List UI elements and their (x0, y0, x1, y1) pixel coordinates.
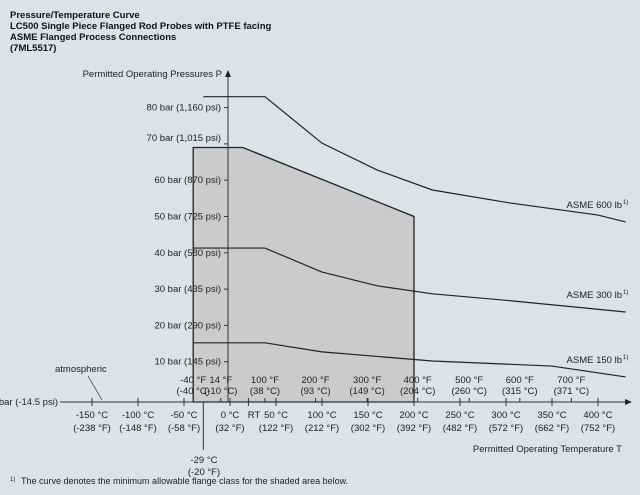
x-tick-sub-f: (260 °C) (451, 386, 486, 397)
atmospheric-label: atmospheric (55, 364, 107, 375)
x-tick-label-f: 100 °F (251, 375, 279, 386)
x-tick-sub-c: (752 °F) (581, 423, 615, 434)
x-tick-label-c: 150 °C (353, 410, 382, 421)
rt-label: RT (248, 410, 261, 421)
x-tick-sub-c: (122 °F) (259, 423, 293, 434)
footnote: The curve denotes the minimum allowable … (21, 476, 348, 486)
y-tick-label: 70 bar (1,015 psi) (147, 133, 221, 144)
x-tick-sub-f: (93 °C) (300, 386, 330, 397)
x-tick-sub-f: (204 °C) (400, 386, 435, 397)
x-tick-label-c: 0 °C (221, 410, 240, 421)
x-tick-label-f: 600 °F (506, 375, 534, 386)
y-tick-label: 60 bar (870 psi) (154, 175, 221, 186)
x-tick-label-c: 100 °C (307, 410, 336, 421)
title-line: ASME Flanged Process Connections (10, 32, 177, 43)
x-tick-label-f: 500 °F (455, 375, 483, 386)
y-tick-label: 20 bar (290 psi) (154, 320, 221, 331)
x-tick-sub-c: (392 °F) (397, 423, 431, 434)
x-tick-sub-c: (-148 °F) (119, 423, 157, 434)
y-tick-label: -1 bar (-14.5 psi) (0, 397, 58, 408)
y-tick-label: 40 bar (580 psi) (154, 248, 221, 259)
series-footnote-mark: 1) (623, 290, 628, 296)
x-tick-sub-f: (-10 °C) (204, 386, 237, 397)
x-tick-label-c: 350 °C (537, 410, 566, 421)
series-label: ASME 150 lb (567, 355, 622, 366)
y-tick-label: 30 bar (435 psi) (154, 284, 221, 295)
x-tick-label-f: 300 °F (353, 375, 381, 386)
x-tick-label-f: 700 °F (557, 375, 585, 386)
y-axis-label: Permitted Operating Pressures P (83, 69, 222, 80)
x-tick-sub-f: (149 °C) (349, 386, 384, 397)
shaded-area (192, 146, 415, 403)
x-tick-label-c: 300 °C (491, 410, 520, 421)
footnote-mark: 1) (10, 477, 15, 483)
series-line (193, 247, 626, 313)
y-tick-label: 50 bar (725 psi) (154, 212, 221, 223)
series-label: ASME 300 lb (567, 290, 622, 301)
series-footnote-mark: 1) (623, 355, 628, 361)
x-axis-label: Permitted Operating Temperature T (473, 444, 622, 455)
x-tick-label-c: -100 °C (122, 410, 154, 421)
x-tick-label-c: -150 °C (76, 410, 108, 421)
x-tick-sub-c: (662 °F) (535, 423, 569, 434)
x-tick-label-f: -40 °F (180, 375, 206, 386)
x-tick-sub-c: (572 °F) (489, 423, 523, 434)
y-tick-label: 10 bar (145 psi) (154, 357, 221, 368)
min-temp-sub: (-20 °F) (188, 467, 220, 478)
title-line: Pressure/Temperature Curve (10, 10, 140, 21)
x-tick-sub-f: (371 °C) (554, 386, 589, 397)
series-line (193, 342, 626, 378)
x-tick-sub-f: (315 °C) (502, 386, 537, 397)
series-label: ASME 600 lb (567, 200, 622, 211)
series-line (203, 96, 626, 223)
x-tick-label-c: 400 °C (583, 410, 612, 421)
x-tick-label-f: 400 °F (404, 375, 432, 386)
x-tick-sub-c: (-58 °F) (168, 423, 200, 434)
atmospheric-pointer (87, 375, 103, 401)
x-tick-label-c: 50 °C (264, 410, 288, 421)
x-tick-label-c: 200 °C (399, 410, 428, 421)
x-tick-sub-c: (482 °F) (443, 423, 477, 434)
chart-title: Pressure/Temperature Curve LC500 Single … (10, 10, 271, 54)
x-tick-sub-c: (302 °F) (351, 423, 385, 434)
y-tick-label: 80 bar (1,160 psi) (147, 103, 221, 114)
x-tick-sub-c: (-238 °F) (73, 423, 111, 434)
x-axis-arrow (625, 399, 632, 405)
series-footnote-mark: 1) (623, 200, 628, 206)
x-tick-label-f: 14 °F (209, 375, 232, 386)
title-line: LC500 Single Piece Flanged Rod Probes wi… (10, 21, 272, 32)
x-tick-label-f: 200 °F (302, 375, 330, 386)
x-tick-label-c: -50 °C (170, 410, 197, 421)
x-tick-sub-f: (38 °C) (250, 386, 280, 397)
y-axis-arrow (225, 70, 231, 77)
x-tick-sub-c: (212 °F) (305, 423, 339, 434)
min-temp-label: -29 °C (190, 455, 217, 466)
title-line: (7ML5517) (10, 43, 57, 54)
x-tick-sub-c: (32 °F) (215, 423, 244, 434)
x-tick-sub-f: (-40 °C) (177, 386, 210, 397)
x-tick-label-c: 250 °C (445, 410, 474, 421)
